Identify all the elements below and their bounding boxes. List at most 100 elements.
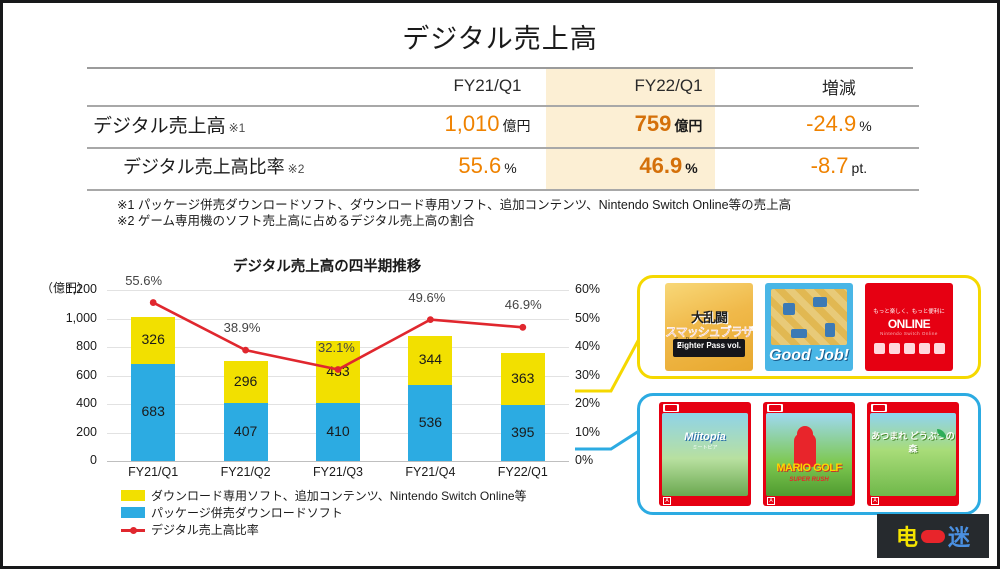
bar-segment-download-only: 344 [408, 335, 453, 385]
cell-value: 1,010 [444, 111, 500, 136]
rating-icon: A [767, 497, 775, 505]
cell-value: -24.9 [806, 111, 857, 136]
cell-curr-digital-sales: 759 億円 [578, 103, 758, 145]
chart-bar: 344 536 [408, 335, 453, 461]
y-tick-right: 60% [575, 282, 601, 296]
cell-unit: % [859, 118, 872, 134]
y-tick-right: 0% [575, 453, 594, 467]
bar-value-label: 410 [326, 422, 350, 439]
ratio-point-label: 55.6% [125, 272, 163, 288]
bar-segment-package-download: 407 [223, 402, 268, 461]
header-change: 増減 [821, 78, 856, 98]
bar-value-label: 344 [418, 351, 443, 368]
product-thumb-miitopia: Miitopia ミートピア A [659, 402, 751, 506]
y-tick-left: 400 [76, 396, 97, 410]
row-label-digital-ratio: デジタル売上高比率 ※2 [87, 145, 397, 187]
x-tick-label: FY21/Q3 [312, 465, 364, 479]
y-tick-left: 0 [90, 453, 97, 467]
x-tick-label: FY21/Q4 [405, 465, 456, 479]
product-thumb-good-job: Good Job! [765, 283, 853, 371]
rating-icon: A [871, 497, 879, 505]
chart-legend: ダウンロード専用ソフト、追加コンテンツ、Nintendo Switch Onli… [121, 487, 527, 538]
summary-table: FY21/Q1 FY22/Q1 増減 デジタル売上高 ※1 1,010 億円 759… [87, 69, 919, 191]
title-divider [87, 67, 913, 69]
footnote-2: ※2 ゲーム専用機のソフト売上高に占めるデジタル売上高の割合 [117, 214, 475, 228]
y-tick-left: 600 [76, 367, 97, 382]
bar-value-label: 296 [233, 372, 258, 389]
header-fy21q1: FY21/Q1 [453, 76, 522, 95]
table-row: デジタル売上高比率 ※2 55.6% 46.9% -8.7 pt. [87, 145, 919, 187]
cell-unit: 億円 [502, 118, 531, 134]
cell-value: -8.7 [810, 153, 849, 178]
leaf-icon [937, 429, 946, 438]
cell-curr-digital-ratio: 46.9% [578, 145, 758, 187]
cell-unit: % [504, 160, 517, 176]
bar-segment-download-only: 363 [500, 352, 545, 405]
callout-package-download-products: Miitopia ミートピア A MARIO GOLF SUPER RUSH A… [637, 393, 981, 515]
legend-item-download-only: ダウンロード専用ソフト、追加コンテンツ、Nintendo Switch Onli… [121, 487, 527, 504]
chart-bar: 363 395 [500, 352, 545, 461]
x-tick-label: FY21/Q2 [220, 465, 271, 479]
chart-bar: 296 407 [223, 360, 268, 461]
watermark-char-3: 迷 [948, 525, 971, 550]
cell-prev-digital-sales: 1,010 億円 [397, 103, 579, 145]
x-axis-line [107, 461, 569, 462]
gridline [107, 290, 569, 291]
bar-segment-package-download: 536 [408, 384, 453, 461]
y-tick-left: 1,200 [65, 282, 97, 296]
watermark: 电 迷 [877, 514, 989, 558]
bar-value-label: 326 [141, 331, 165, 348]
y-tick-right: 20% [575, 396, 601, 410]
bar-value-label: 407 [233, 422, 258, 439]
product-thumb-animal-crossing: あつまれ どうぶつの森 A [867, 402, 959, 506]
chart-bar: 326 683 [131, 317, 176, 461]
rating-icon: A [663, 497, 671, 505]
row-label-text: デジタル売上高 [93, 115, 226, 137]
cell-unit: % [685, 160, 698, 176]
ratio-point-label: 49.6% [408, 289, 446, 305]
y-tick-left: 1,000 [65, 310, 97, 325]
switch-logo-icon [871, 404, 887, 412]
switch-logo-icon [663, 404, 679, 412]
legend-label: デジタル売上高比率 [151, 523, 259, 537]
y-tick-left: 800 [76, 339, 97, 353]
y-axis-right: 60% 50% 40% 30% 20% 10% 0% [575, 282, 623, 467]
switch-logo-icon [767, 404, 783, 412]
ratio-line-series [149, 299, 527, 373]
header-blank [87, 69, 397, 103]
product-thumb-mario-golf: MARIO GOLF SUPER RUSH A [763, 402, 855, 506]
table-rule-mid [87, 147, 919, 149]
ratio-point-label: 46.9% [504, 297, 542, 313]
y-tick-left: 200 [76, 424, 97, 439]
ratio-point-label: 38.9% [223, 320, 261, 336]
bar-segment-download-only: 326 [131, 317, 176, 364]
x-axis-labels: FY21/Q1 FY21/Q2 FY21/Q3 FY21/Q4 FY22/Q1 [107, 465, 569, 483]
legend-item-package-download: パッケージ併売ダウンロードソフト [121, 504, 527, 521]
quarterly-chart: デジタル売上高の四半期推移 （億円） 1,200 1,000 800 600 400 20… [23, 253, 669, 483]
table-rule-top [87, 105, 919, 107]
table-header-row: FY21/Q1 FY22/Q1 増減 [87, 69, 919, 103]
y-tick-right: 40% [575, 339, 601, 353]
watermark-char-1: 电 [895, 525, 918, 550]
y-axis-left: 1,200 1,000 800 600 400 200 0 [35, 282, 97, 467]
legend-swatch-yellow-icon [121, 490, 145, 501]
cell-change-digital-sales: -24.9% [759, 103, 919, 145]
legend-label: パッケージ併売ダウンロードソフト [151, 506, 343, 520]
row-label-text: デジタル売上高比率 [123, 157, 285, 177]
product-thumb-nintendo-switch-online: もっと楽しく、もっと便利に ONLINE Nintendo Switch Onl… [865, 283, 953, 371]
legend-swatch-blue-icon [121, 507, 145, 518]
legend-swatch-line-icon [121, 524, 145, 535]
bar-segment-package-download: 395 [500, 404, 545, 461]
table-rule-bottom [87, 189, 919, 191]
gridline [107, 318, 569, 320]
footnote-1: ※1 パッケージ併売ダウンロードソフト、ダウンロード専用ソフト、追加コンテンツ、… [117, 198, 792, 212]
row-footnote-ref: ※1 [228, 120, 246, 135]
legend-item-digital-ratio: デジタル売上高比率 [121, 521, 527, 538]
y-tick-right: 10% [575, 424, 601, 439]
table-row: デジタル売上高 ※1 1,010 億円 759 億円 -24.9% [87, 103, 919, 145]
callout-download-only-products: 大乱闘 スマッシュブラザーズ S P E C I A L Fighter Pas… [637, 275, 981, 379]
y-tick-right: 50% [575, 310, 601, 325]
chart-plot-area: 32668329640743341034453636339555.6%38.9%… [107, 273, 569, 462]
bar-segment-download-only: 296 [223, 360, 268, 403]
